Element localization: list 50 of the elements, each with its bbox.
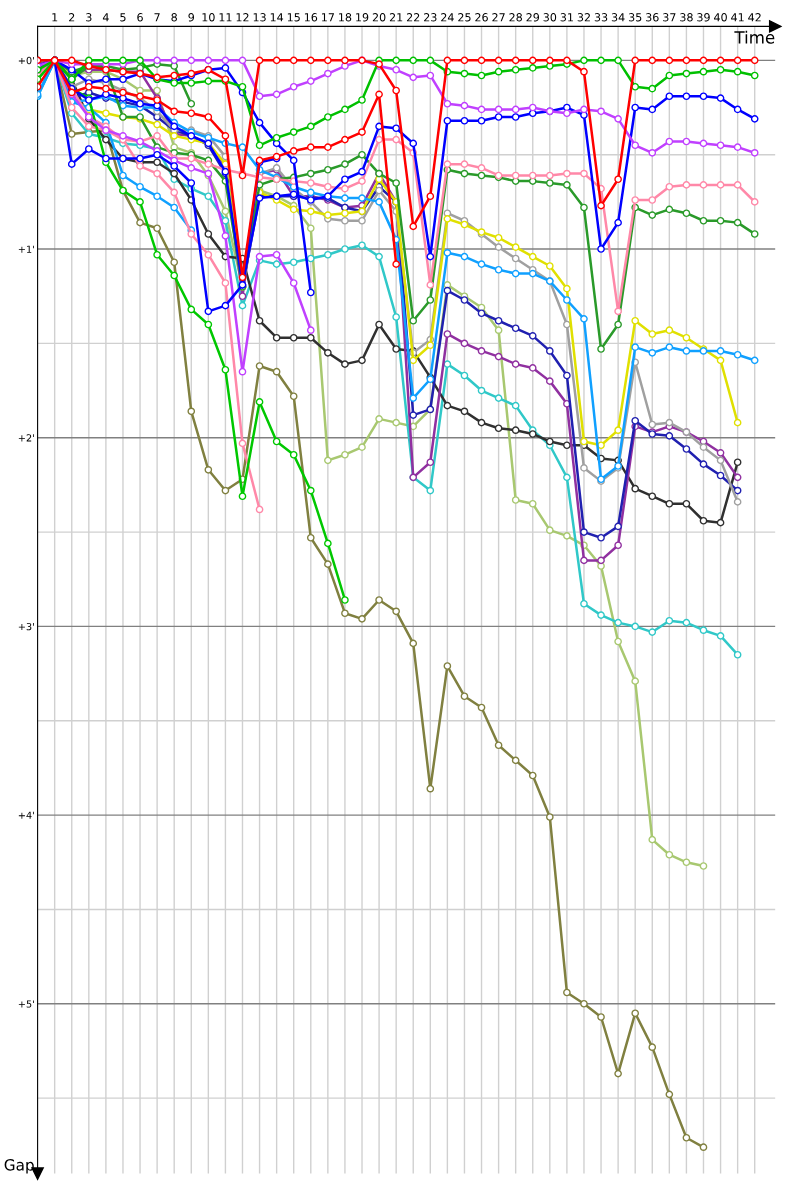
x-tick-label: 37 xyxy=(663,13,676,22)
x-tick-label: 8 xyxy=(171,13,177,22)
x-tick-label: 9 xyxy=(188,13,195,22)
x-tick-label: 18 xyxy=(339,13,352,22)
x-tick-label: 16 xyxy=(304,13,318,22)
x-tick-label: 36 xyxy=(646,13,659,22)
y-tick-label: +1' xyxy=(18,245,34,253)
x-tick-label: 11 xyxy=(219,13,232,22)
x-tick-label: 19 xyxy=(356,13,369,22)
y-tick-label: +4' xyxy=(18,811,34,819)
y-axis-title: Gap xyxy=(4,1159,34,1174)
x-tick-label: 7 xyxy=(154,13,160,22)
x-tick-label: 32 xyxy=(577,13,590,22)
x-tick-label: 31 xyxy=(560,13,573,22)
x-tick-label: 15 xyxy=(287,13,300,22)
x-tick-label: 29 xyxy=(526,13,540,22)
x-tick-label: 21 xyxy=(389,13,403,22)
x-tick-label: 1 xyxy=(52,13,58,22)
x-tick-label: 25 xyxy=(458,13,471,22)
x-tick-label: 17 xyxy=(322,13,334,22)
x-tick-label: 3 xyxy=(86,13,92,22)
x-tick-label: 4 xyxy=(102,13,109,22)
x-tick-label: 41 xyxy=(731,13,744,22)
x-tick-label: 27 xyxy=(492,13,505,22)
y-tick-label: +2' xyxy=(18,434,34,442)
y-tick-label: +3' xyxy=(18,622,34,631)
x-axis-title: Time xyxy=(734,30,775,44)
x-tick-label: 42 xyxy=(748,13,761,22)
x-tick-label: 10 xyxy=(202,13,215,22)
x-tick-label: 12 xyxy=(236,13,249,22)
x-tick-label: 40 xyxy=(714,13,727,22)
x-tick-label: 6 xyxy=(137,13,143,22)
x-tick-label: 23 xyxy=(424,13,437,22)
x-tick-label: 22 xyxy=(406,13,420,22)
x-tick-label: 14 xyxy=(270,13,284,22)
x-tick-label: 35 xyxy=(628,13,642,22)
x-tick-label: 39 xyxy=(697,13,710,22)
x-tick-label: 20 xyxy=(372,13,386,22)
y-tick-label: +0' xyxy=(18,56,34,65)
x-tick-label: 38 xyxy=(680,13,693,22)
x-tick-label: 28 xyxy=(509,13,522,22)
x-tick-label: 30 xyxy=(543,13,557,22)
x-tick-label: 24 xyxy=(441,13,454,22)
y-tick-label: +5' xyxy=(18,1000,34,1008)
x-tick-label: 34 xyxy=(611,13,625,22)
x-tick-label: 13 xyxy=(253,13,266,22)
x-tick-label: 33 xyxy=(594,13,608,22)
x-tick-label: 2 xyxy=(69,13,75,22)
x-tick-label: 5 xyxy=(120,13,126,22)
x-tick-label: 26 xyxy=(475,13,488,22)
